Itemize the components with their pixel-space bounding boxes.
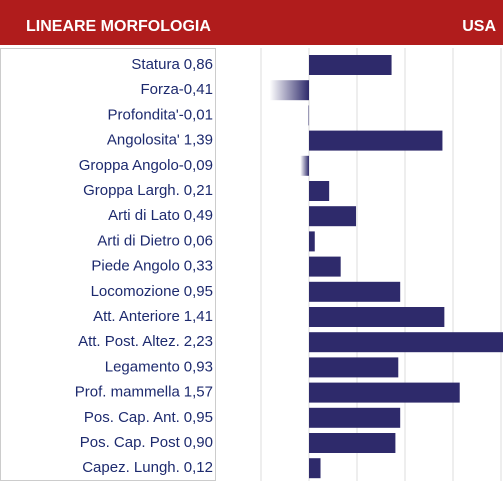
- category-label: Locomozione: [91, 283, 180, 300]
- header-bar: [0, 0, 503, 45]
- row-label: Legamento 0,93: [105, 358, 213, 375]
- value-label: -0,41: [179, 81, 213, 98]
- value-label: 0,06: [184, 232, 213, 249]
- bar: [308, 105, 310, 126]
- header-subtitle: USA: [462, 18, 496, 35]
- bar: [309, 357, 399, 378]
- bar: [309, 206, 357, 227]
- bar: [309, 130, 443, 151]
- bar: [309, 433, 396, 453]
- row-label: Angolosita' 1,39: [107, 132, 213, 149]
- category-label: Forza: [140, 81, 179, 98]
- category-label: Legamento: [105, 358, 180, 375]
- bar: [309, 458, 321, 479]
- row-label: Prof. mammella 1,57: [75, 384, 213, 401]
- category-label: Att. Anteriore: [93, 308, 180, 325]
- bar: [309, 281, 401, 302]
- row-label: Att. Anteriore 1,41: [93, 308, 213, 325]
- category-label: Att. Post. Altez.: [78, 333, 180, 350]
- row-label: Statura 0,86: [131, 56, 213, 73]
- bar: [309, 332, 503, 353]
- bar: [309, 382, 460, 403]
- value-label: 0,95: [184, 283, 213, 300]
- value-label: 0,21: [184, 182, 213, 199]
- bar: [309, 231, 315, 252]
- row-label: Groppa Largh. 0,21: [83, 182, 213, 199]
- row-label: Locomozione 0,95: [91, 283, 213, 300]
- row-label: Pos. Cap. Post 0,90: [80, 434, 213, 451]
- category-label: Piede Angolo: [91, 258, 179, 275]
- category-label: Pos. Cap. Ant.: [84, 409, 180, 426]
- row-label: Pos. Cap. Ant. 0,95: [84, 409, 213, 426]
- bar: [309, 256, 341, 277]
- row-label: Piede Angolo 0,33: [91, 258, 213, 275]
- plot: [260, 48, 503, 481]
- row-label: Forza-0,41: [140, 81, 213, 98]
- row-label: Profondita'-0,01: [108, 106, 213, 123]
- value-label: 1,41: [184, 308, 213, 325]
- value-label: 0,33: [184, 258, 213, 275]
- value-label: 0,12: [184, 459, 213, 476]
- header-title: LINEARE MORFOLOGIA: [26, 18, 211, 35]
- bar: [309, 307, 445, 327]
- row-label: Groppa Angolo-0,09: [79, 157, 213, 174]
- value-label: 0,49: [184, 207, 213, 224]
- category-label: Prof. mammella: [75, 384, 181, 401]
- bar: [309, 55, 392, 75]
- value-label: -0,01: [179, 106, 213, 123]
- row-label: Arti di Lato 0,49: [108, 207, 213, 224]
- value-label: 2,23: [184, 333, 213, 350]
- category-label: Capez. Lungh.: [82, 459, 180, 476]
- category-label: Profondita': [108, 106, 179, 123]
- value-label: 0,93: [184, 358, 213, 375]
- category-label: Statura: [131, 56, 180, 73]
- value-label: 0,90: [184, 434, 213, 451]
- category-label: Angolosita': [107, 132, 180, 149]
- bar: [309, 407, 401, 428]
- category-label: Groppa Angolo: [79, 157, 179, 174]
- value-label: 0,86: [184, 56, 213, 73]
- row-label: Att. Post. Altez. 2,23: [78, 333, 213, 350]
- value-label: 0,95: [184, 409, 213, 426]
- value-label: -0,09: [179, 157, 213, 174]
- row-label: Capez. Lungh. 0,12: [82, 459, 213, 476]
- value-label: 1,39: [184, 132, 213, 149]
- row-label: Arti di Dietro 0,06: [97, 232, 213, 249]
- bar: [269, 80, 309, 101]
- bar: [300, 155, 309, 176]
- category-label: Arti di Lato: [108, 207, 180, 224]
- category-label: Arti di Dietro: [97, 232, 180, 249]
- value-label: 1,57: [184, 384, 213, 401]
- category-label: Pos. Cap. Post: [80, 434, 181, 451]
- bar: [309, 181, 330, 201]
- category-label: Groppa Largh.: [83, 182, 180, 199]
